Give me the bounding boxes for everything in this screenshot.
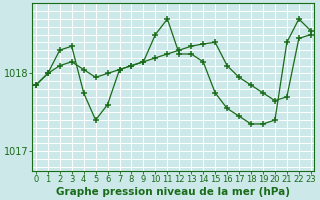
X-axis label: Graphe pression niveau de la mer (hPa): Graphe pression niveau de la mer (hPa) — [56, 187, 290, 197]
